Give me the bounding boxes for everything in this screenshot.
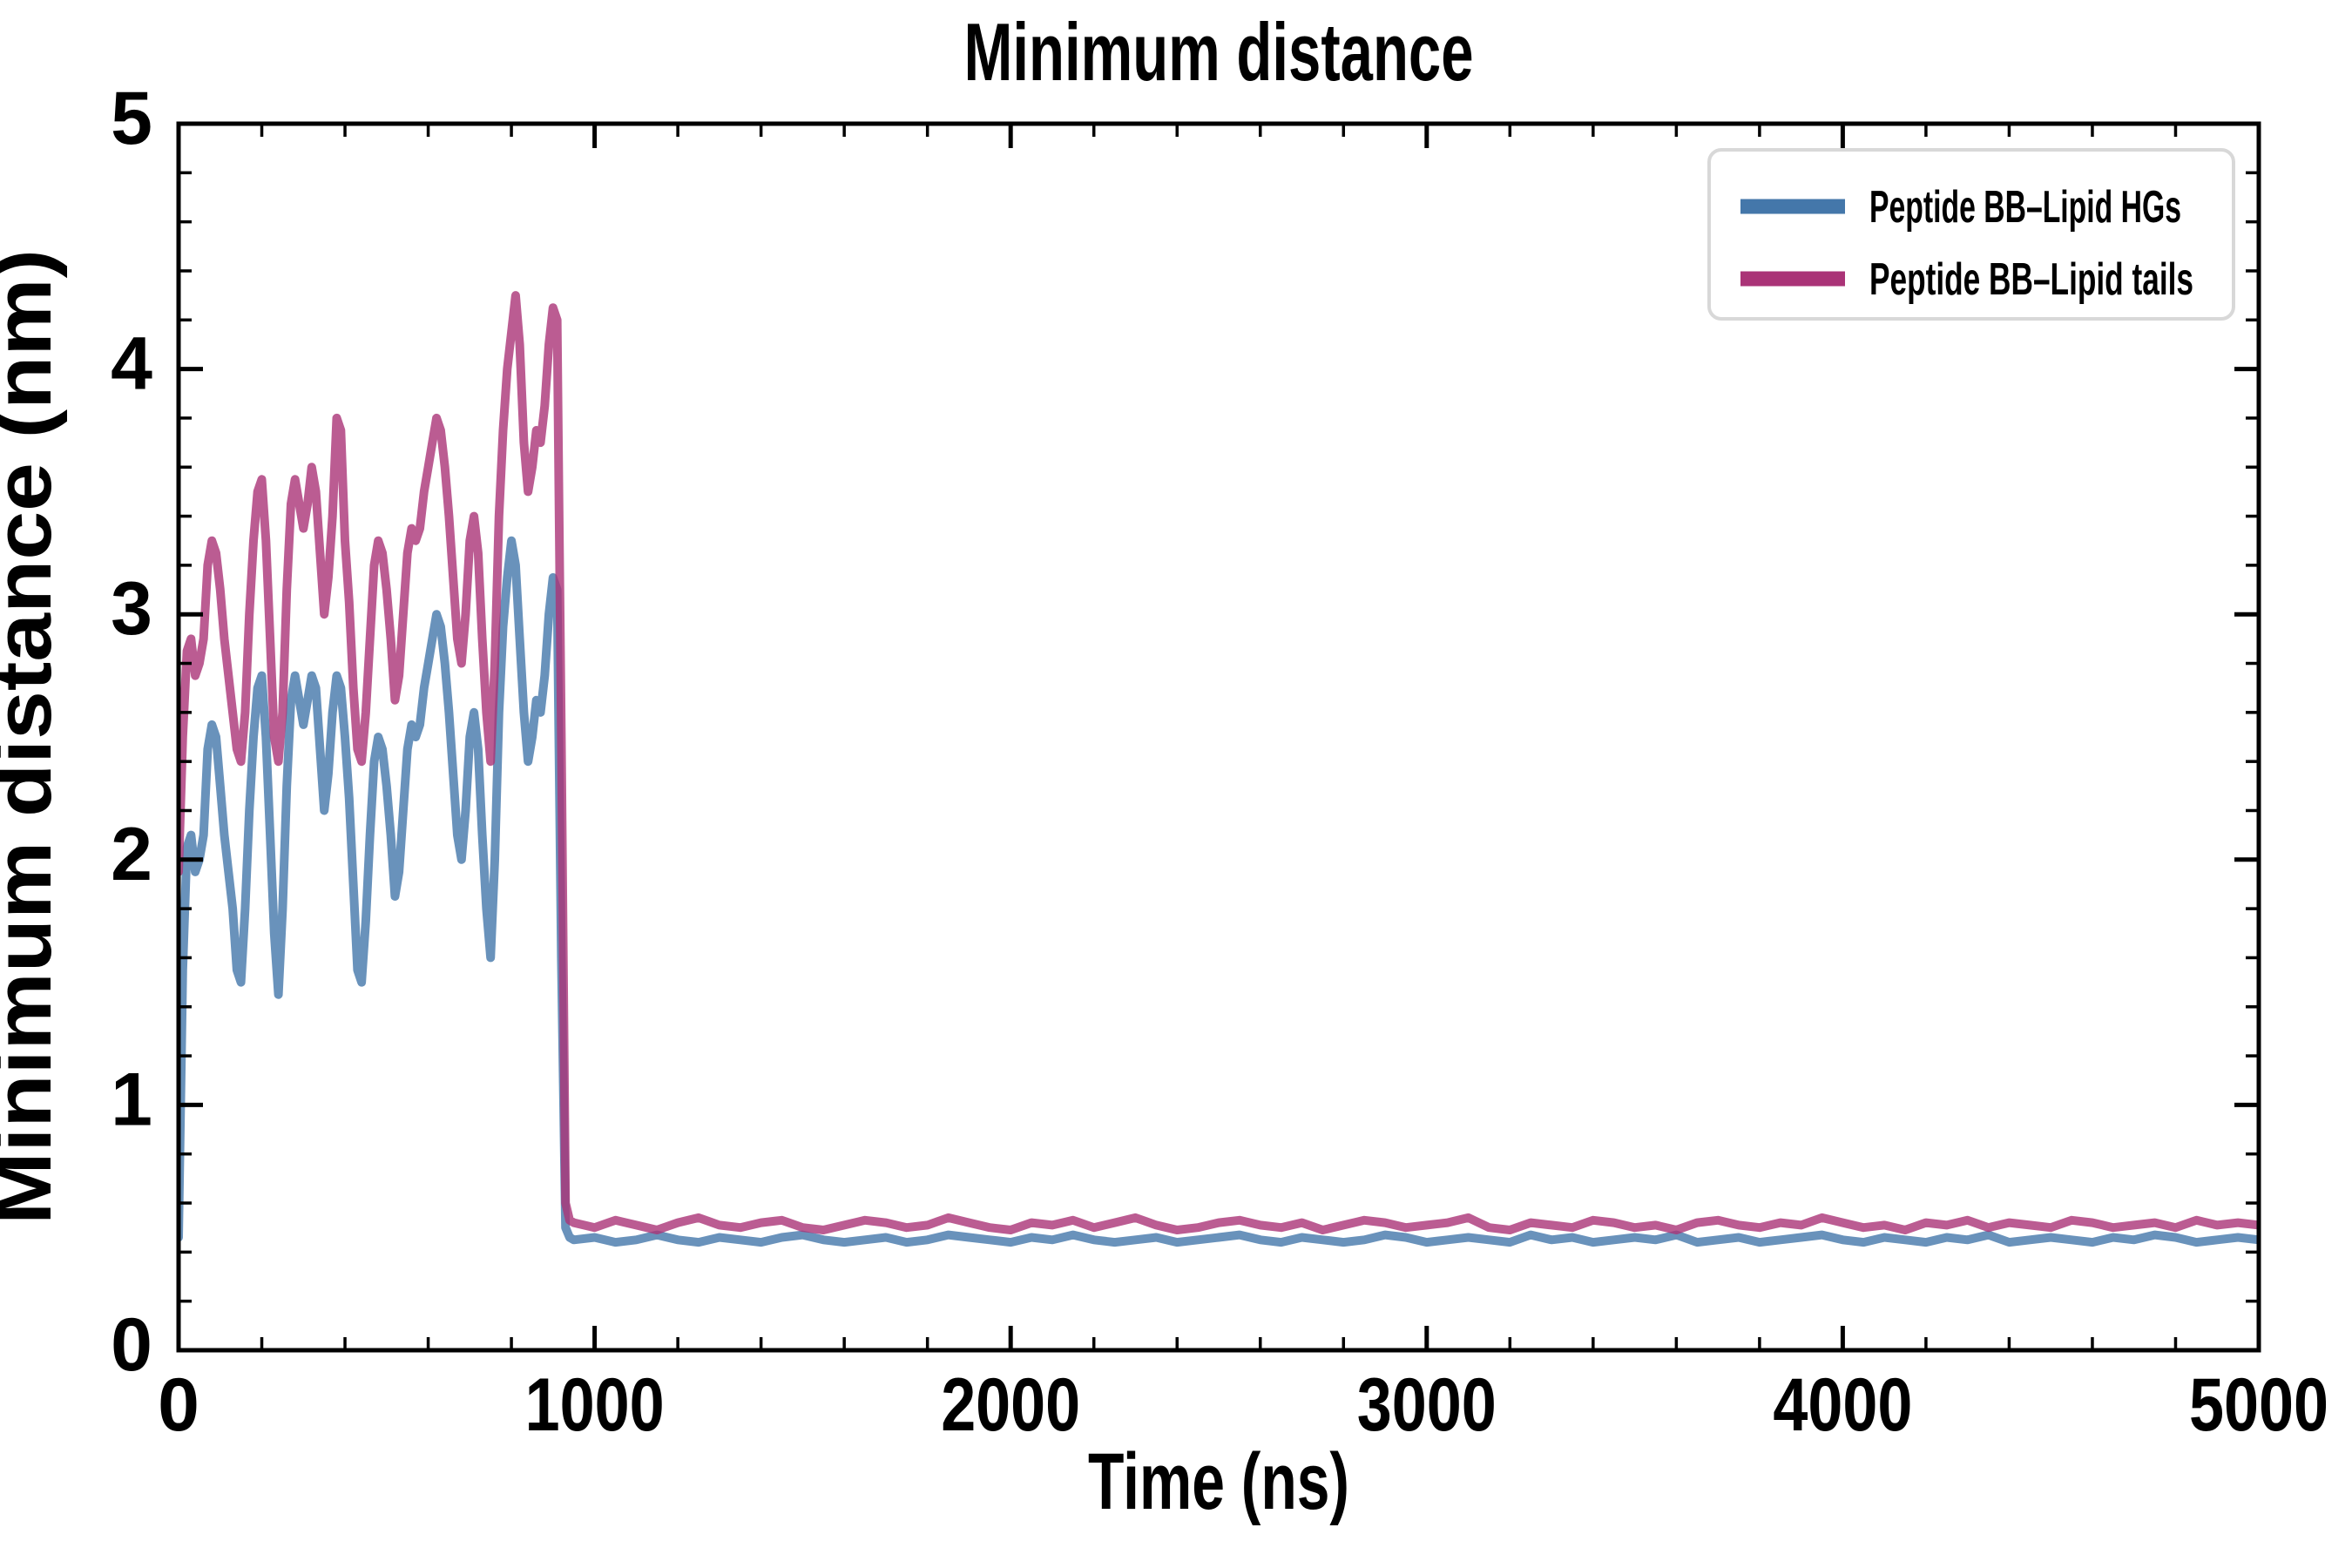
legend-label-tails: Peptide BB–Lipid tails — [1869, 254, 2193, 305]
plot-border — [176, 121, 2261, 1353]
series-line-hgs — [179, 536, 2259, 1247]
x-tick-label: 3000 — [1357, 1363, 1497, 1447]
axis-ticks-group — [176, 121, 2261, 1353]
y-tick-label: 3 — [111, 567, 152, 651]
chart-title: Minimum distance — [964, 6, 1474, 98]
y-tick-label: 0 — [111, 1303, 152, 1387]
x-tick-label: 5000 — [2189, 1363, 2328, 1447]
series-line-tails — [179, 291, 2259, 1234]
y-axis-label: Minimum distance (nm) — [0, 249, 68, 1225]
y-tick-label: 5 — [111, 77, 152, 160]
x-axis-label: Time (ns) — [1088, 1437, 1349, 1526]
legend-label-hgs: Peptide BB–Lipid HGs — [1869, 182, 2181, 233]
x-tick-label: 0 — [158, 1363, 199, 1447]
y-tick-label: 1 — [111, 1058, 152, 1141]
tick-labels-group: 0 1000 2000 3000 4000 5000 0 1 2 3 4 5 — [111, 77, 2328, 1447]
legend: Peptide BB–Lipid HGs Peptide BB–Lipid ta… — [1707, 148, 2235, 321]
y-tick-label: 4 — [111, 322, 152, 406]
x-tick-label: 1000 — [525, 1363, 665, 1447]
y-tick-label: 2 — [111, 813, 152, 896]
x-tick-label: 2000 — [941, 1363, 1080, 1447]
x-tick-label: 4000 — [1773, 1363, 1912, 1447]
data-series-group — [179, 291, 2259, 1247]
